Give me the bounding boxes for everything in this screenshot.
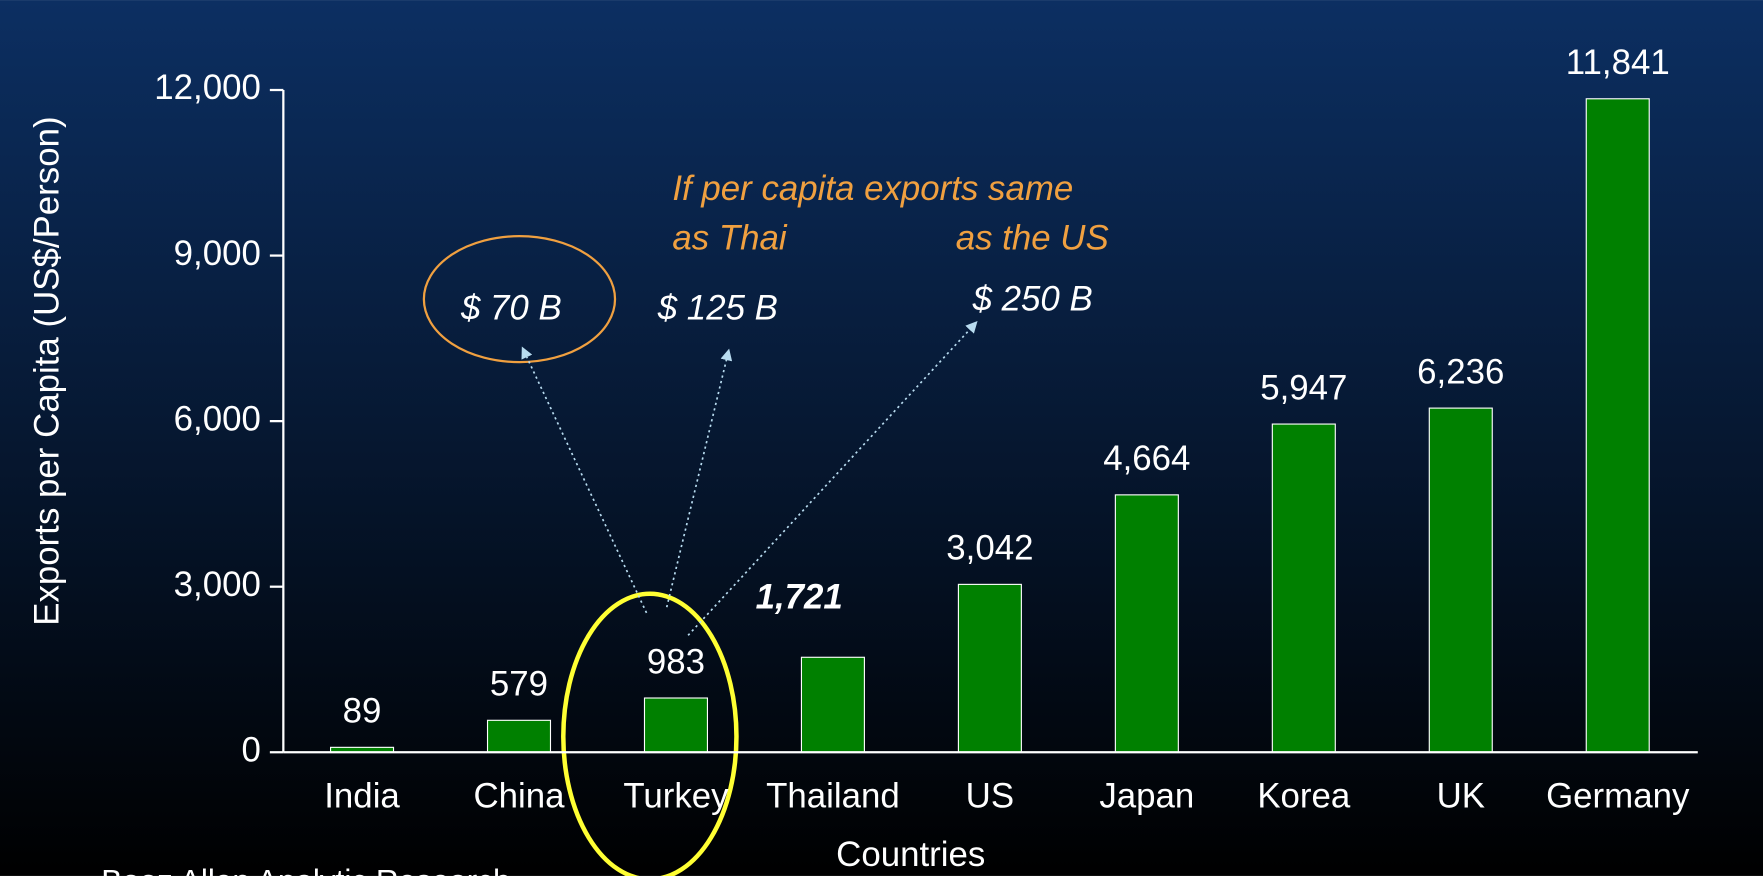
highlight-ellipse: [561, 591, 739, 876]
bar: [1585, 98, 1650, 753]
x-tick-label: UK: [1437, 776, 1485, 815]
x-tick-label: Japan: [1099, 776, 1194, 815]
arrow: [665, 348, 733, 608]
bar: [1114, 494, 1179, 753]
x-tick-label: Germany: [1546, 776, 1690, 815]
data-label: 5,947: [1260, 368, 1347, 407]
y-tick-label: 6,000: [174, 399, 261, 438]
x-tick-label: Korea: [1257, 776, 1351, 815]
highlight-ellipse: [422, 235, 617, 364]
x-tick-label: India: [324, 776, 400, 815]
y-axis-title: Exports per Capita (US$/Person): [28, 116, 67, 625]
data-label: 6,236: [1417, 352, 1504, 391]
y-tick-label: 12,000: [154, 68, 261, 107]
y-tick-label: 3,000: [174, 565, 261, 604]
x-tick-label: Thailand: [766, 776, 900, 815]
y-tick-label: 9,000: [174, 234, 261, 273]
bar: [800, 656, 865, 753]
data-label: 1,721: [756, 577, 843, 616]
y-tick-label: 0: [241, 730, 260, 769]
annotation: $ 125 B: [657, 288, 778, 327]
annotation: as the US: [956, 219, 1109, 258]
annotation: as Thai: [672, 219, 788, 258]
annotation: $ 250 B: [972, 279, 1093, 318]
data-label: 579: [490, 665, 548, 704]
bar: [957, 583, 1022, 753]
data-label: 983: [647, 642, 705, 681]
data-label: 4,664: [1103, 439, 1190, 478]
annotation: If per capita exports same: [672, 169, 1073, 208]
x-axis-title: Countries: [836, 835, 985, 874]
source: Booz Allen Analytic Research: [101, 864, 510, 876]
data-label: 89: [343, 692, 382, 731]
annotation: $ 70 B: [460, 288, 562, 327]
arrow: [521, 346, 648, 614]
data-label: 11,841: [1566, 43, 1670, 82]
bar: [1428, 407, 1493, 753]
x-tick-label: US: [966, 776, 1014, 815]
bar: [1271, 423, 1336, 753]
bar: [486, 719, 552, 753]
x-tick-label: Turkey: [623, 776, 729, 815]
data-label: 3,042: [946, 529, 1033, 568]
x-tick-label: China: [473, 776, 565, 815]
bar: [643, 697, 709, 753]
